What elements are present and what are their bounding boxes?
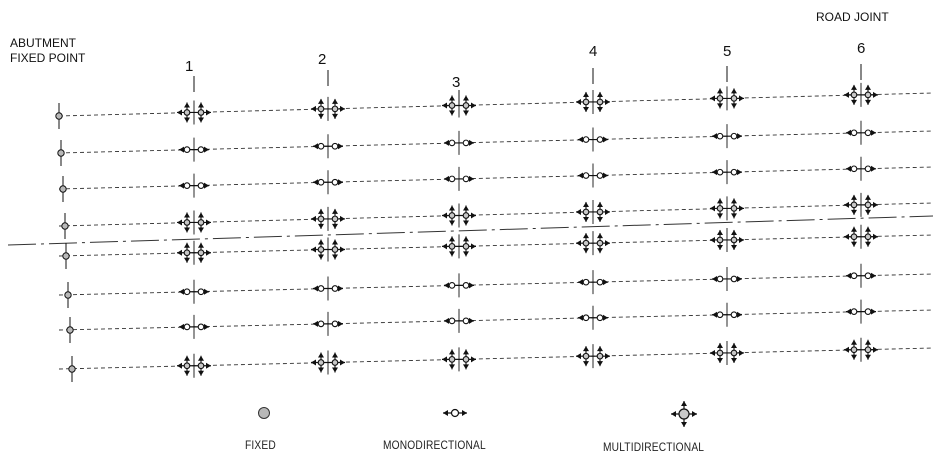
bridge-centerline xyxy=(7,215,933,246)
multidirectional-bearing-r8-p3 xyxy=(442,349,476,370)
abutment-fixed-bearing-1 xyxy=(55,103,63,129)
multidirectional-bearing-r8-p5 xyxy=(710,342,744,363)
abutment-fixed-bearing-8 xyxy=(68,356,76,382)
girder-line-6 xyxy=(58,273,933,296)
monodirectional-bearing-r2-p4 xyxy=(578,136,608,143)
girder-line-1 xyxy=(58,92,933,117)
multidirectional-bearing-r5-p4 xyxy=(576,233,610,254)
multidirectional-bearing-r4-p2 xyxy=(311,208,345,229)
monodirectional-bearing-r3-p4 xyxy=(578,172,608,179)
monodirectional-bearing-r3-p3 xyxy=(444,175,474,183)
road-joint-label: ROAD JOINT xyxy=(816,10,889,24)
legend-multi-symbol xyxy=(671,401,697,427)
multidirectional-bearing-r1-p6 xyxy=(844,84,878,105)
multidirectional-bearing-r4-p5 xyxy=(710,198,744,219)
multidirectional-bearing-r8-p2 xyxy=(311,352,345,373)
multidirectional-bearing-r5-p6 xyxy=(844,226,878,247)
fixed-point-label: FIXED POINT xyxy=(10,51,86,65)
monodirectional-bearing-r3-p1 xyxy=(179,182,209,189)
girder-line-5 xyxy=(58,234,933,257)
multidirectional-bearing-r5-p5 xyxy=(710,229,744,250)
monodirectional-bearing-r6-p4 xyxy=(578,278,608,286)
multidirectional-bearing-r1-p2 xyxy=(311,98,345,119)
multidirectional-bearing-r4-p1 xyxy=(177,212,211,233)
monodirectional-bearing-r2-p1 xyxy=(179,146,209,153)
legend-fixed-symbol xyxy=(258,407,270,419)
girder-line-4 xyxy=(58,202,933,227)
multidirectional-bearing-r8-p6 xyxy=(844,339,878,360)
legend-symbols xyxy=(258,401,697,427)
abutment-fixed-bearing-5 xyxy=(62,243,70,269)
girder-lines xyxy=(58,92,933,370)
abutment-label: ABUTMENT xyxy=(10,36,76,50)
multidirectional-bearing-r5-p2 xyxy=(311,239,345,260)
monodirectional-bearing-r6-p2 xyxy=(313,285,343,292)
centerline xyxy=(7,215,933,246)
monodirectional-bearing-r7-p5 xyxy=(712,311,742,319)
monodirectional-bearing-r6-p1 xyxy=(179,288,209,296)
multidirectional-bearing-r1-p5 xyxy=(710,88,744,109)
monodirectional-bearing-r7-p6 xyxy=(846,308,876,315)
multidirectional-bearing-r1-p3 xyxy=(442,95,476,116)
pier-label-5: 5 xyxy=(723,43,732,60)
multidirectional-bearing-r4-p3 xyxy=(442,205,476,226)
girder-line-2 xyxy=(58,130,933,154)
pier-axis-lines xyxy=(193,64,862,378)
monodirectional-bearing-r3-p5 xyxy=(712,168,742,176)
pier-label-4: 4 xyxy=(589,43,598,60)
multidirectional-bearing-r5-p1 xyxy=(177,242,211,263)
legend-fixed-label: FIXED xyxy=(245,438,276,452)
monodirectional-bearing-r6-p3 xyxy=(444,282,474,289)
multidirectional-bearing-r4-p4 xyxy=(576,201,610,222)
multidirectional-bearing-r8-p4 xyxy=(576,346,610,367)
monodirectional-bearing-r6-p6 xyxy=(846,272,876,280)
girder-line-3 xyxy=(58,166,933,190)
abutment-fixed-bearing-6 xyxy=(64,282,72,308)
pier-label-3: 3 xyxy=(452,74,461,91)
multidirectional-bearing-r8-p1 xyxy=(177,355,211,376)
monodirectional-bearing-r6-p5 xyxy=(712,275,742,283)
monodirectional-bearing-r3-p6 xyxy=(846,165,876,173)
multidirectional-bearing-r1-p1 xyxy=(177,102,211,123)
abutment-fixed-bearing-2 xyxy=(57,140,65,166)
multidirectional-bearing-r1-p4 xyxy=(576,91,610,112)
monodirectional-bearing-r3-p2 xyxy=(313,178,343,186)
legend-mono-label: MONODIRECTIONAL xyxy=(383,438,486,452)
abutment-bearings xyxy=(55,103,76,382)
abutment-fixed-bearing-3 xyxy=(59,176,67,202)
legend-multi-label: MULTIDIRECTIONAL xyxy=(603,440,705,454)
monodirectional-bearing-r2-p6 xyxy=(846,129,876,137)
girder-line-8 xyxy=(58,347,933,370)
multidirectional-bearing-r4-p6 xyxy=(844,194,878,215)
pier-label-6: 6 xyxy=(857,40,866,57)
monodirectional-bearing-r2-p3 xyxy=(444,139,474,147)
bearing-symbols xyxy=(177,84,878,376)
monodirectional-bearing-r7-p1 xyxy=(179,323,209,331)
pier-label-1: 1 xyxy=(185,58,194,75)
monodirectional-bearing-r2-p5 xyxy=(712,132,742,140)
pier-label-2: 2 xyxy=(318,51,327,68)
monodirectional-bearing-r7-p3 xyxy=(444,317,474,325)
legend-mono-symbol xyxy=(443,408,467,418)
abutment-fixed-bearing-7 xyxy=(66,317,74,343)
monodirectional-bearing-r2-p2 xyxy=(313,142,343,150)
abutment-fixed-bearing-4 xyxy=(61,213,69,239)
multidirectional-bearing-r5-p3 xyxy=(442,236,476,257)
monodirectional-bearing-r7-p2 xyxy=(313,320,343,328)
girder-line-7 xyxy=(58,309,933,331)
monodirectional-bearing-r7-p4 xyxy=(578,314,608,322)
